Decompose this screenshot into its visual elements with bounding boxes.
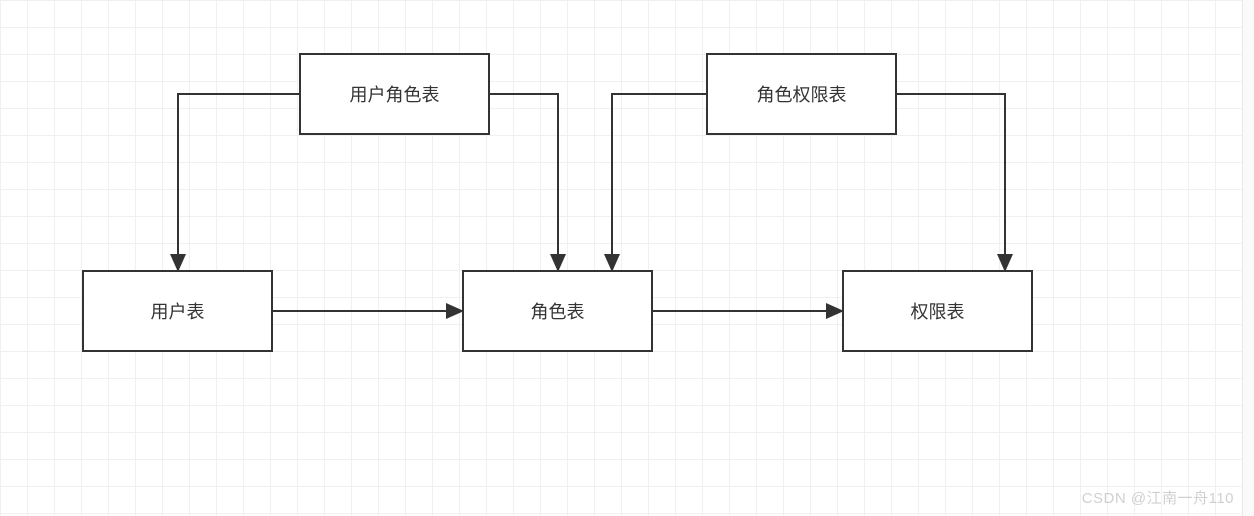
node-user_role[interactable]: 用户角色表 [299, 53, 490, 135]
node-perm[interactable]: 权限表 [842, 270, 1033, 352]
diagram-canvas: 用户角色表 角色权限表用户表 角色表 权限表 [0, 0, 1254, 516]
node-label: 权限表 [911, 298, 965, 324]
node-user[interactable]: 用户表 [82, 270, 273, 352]
node-label: 用户表 [151, 298, 205, 324]
watermark-text: CSDN @江南一舟110 [1082, 487, 1234, 508]
node-label: 用户角色表 [350, 81, 440, 107]
edge-user_role-to-user [178, 94, 299, 270]
node-role_perm[interactable]: 角色权限表 [706, 53, 897, 135]
edge-role_perm-to-perm [897, 94, 1005, 270]
node-role[interactable]: 角色表 [462, 270, 653, 352]
edge-role_perm-to-role [612, 94, 706, 270]
node-label: 角色表 [531, 298, 585, 324]
edge-user_role-to-role [490, 94, 558, 270]
node-label: 角色权限表 [757, 81, 847, 107]
edges-layer [0, 0, 1254, 516]
